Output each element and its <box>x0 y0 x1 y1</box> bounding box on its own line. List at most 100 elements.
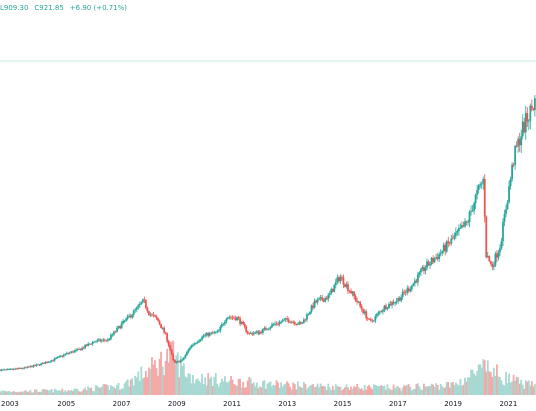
volume-bar <box>280 382 283 395</box>
candle-body <box>184 354 187 358</box>
candle-body <box>360 306 363 310</box>
volume-bar <box>435 383 438 395</box>
candle-body <box>372 320 375 322</box>
volume-bar <box>240 387 243 395</box>
volume-bar <box>114 388 117 395</box>
candle-body <box>304 319 307 321</box>
candle-body <box>427 261 430 266</box>
candle-body <box>468 211 471 223</box>
candle-body <box>26 366 29 368</box>
candle-body <box>432 257 434 263</box>
volume-bar <box>176 352 179 395</box>
volume-bar <box>201 373 204 395</box>
candle-body <box>41 362 44 364</box>
volume-bar <box>64 390 67 395</box>
candle-body <box>24 367 27 369</box>
candle-body <box>524 113 527 133</box>
volume-bar <box>511 381 514 395</box>
volume-bar <box>319 383 322 395</box>
volume-bar <box>3 390 6 395</box>
candle-body <box>144 300 147 308</box>
candle-body <box>479 184 482 186</box>
candle-body <box>9 369 12 370</box>
volume-bar <box>526 381 529 395</box>
time-axis-labels: 2003 2005 2007 2009 2011 2013 2015 2017 2019 2021 <box>1 400 517 408</box>
candle-body <box>146 307 149 312</box>
candle-body <box>12 368 15 370</box>
candle-body <box>306 314 308 320</box>
candle-body <box>426 261 428 268</box>
candle-body <box>521 121 524 137</box>
candle-body <box>362 309 365 314</box>
volume-bar <box>187 373 190 395</box>
candle-body <box>72 351 74 353</box>
candle-body <box>161 327 164 329</box>
volume-bar <box>496 364 498 395</box>
volume-bar <box>231 379 234 395</box>
candle-body <box>444 244 447 252</box>
candle-body <box>216 331 219 333</box>
candle-body <box>213 332 216 334</box>
volume-bar <box>347 387 349 395</box>
volume-bar <box>260 387 263 395</box>
candle-body <box>433 258 436 263</box>
candle-body <box>129 315 132 318</box>
candle-body <box>201 336 204 340</box>
volume-bar <box>78 391 80 395</box>
volume-bar <box>474 375 477 395</box>
volume-bar <box>382 386 384 395</box>
candle-body <box>274 323 276 325</box>
candle-body <box>231 317 234 319</box>
volume-bar <box>439 383 442 395</box>
volume-bar <box>410 390 413 395</box>
candle-body <box>97 339 100 341</box>
volume-bar <box>482 359 485 395</box>
candle-body <box>461 225 463 228</box>
candle-body <box>293 322 296 325</box>
volume-bar <box>8 391 11 395</box>
candle-body <box>219 326 222 331</box>
candle-body <box>128 315 131 317</box>
candle-body <box>418 272 421 275</box>
volume-bar <box>312 384 314 395</box>
volume-bar <box>146 377 149 395</box>
volume-bar <box>523 388 526 395</box>
volume-bar <box>503 385 506 395</box>
volume-bar <box>119 389 121 395</box>
candle-body <box>506 202 509 210</box>
candle-body <box>505 209 507 214</box>
candle-body <box>132 310 135 315</box>
candle-body <box>289 322 292 323</box>
candle-body <box>313 300 316 308</box>
candle-body <box>310 305 313 312</box>
volume-bar <box>407 384 410 395</box>
candle-body <box>477 185 480 191</box>
volume-bar <box>321 385 324 395</box>
candle-body <box>56 357 59 358</box>
volume-bar <box>348 389 351 395</box>
time-tick-label: 2005 <box>57 400 75 408</box>
candle-body <box>62 354 65 357</box>
volume-bar <box>502 384 504 395</box>
volume-bar <box>29 389 32 395</box>
candle-body <box>377 312 380 315</box>
time-axis <box>0 395 536 411</box>
volume-bar <box>252 382 255 395</box>
candle-body <box>275 323 278 325</box>
time-tick-label: 2019 <box>444 400 462 408</box>
candle-body <box>160 324 162 328</box>
candle-body <box>430 257 433 264</box>
candle-body <box>164 332 167 334</box>
candle-body <box>321 297 324 300</box>
candle-body <box>242 321 245 324</box>
candle-body <box>330 289 333 294</box>
candle-body <box>464 221 466 227</box>
volume-bar <box>337 386 340 395</box>
volume-bar <box>236 386 238 395</box>
candle-body <box>286 318 289 320</box>
candle-body <box>496 253 498 258</box>
candle-body <box>369 319 372 321</box>
volume-bar <box>186 377 188 395</box>
volume-bar <box>354 386 357 395</box>
